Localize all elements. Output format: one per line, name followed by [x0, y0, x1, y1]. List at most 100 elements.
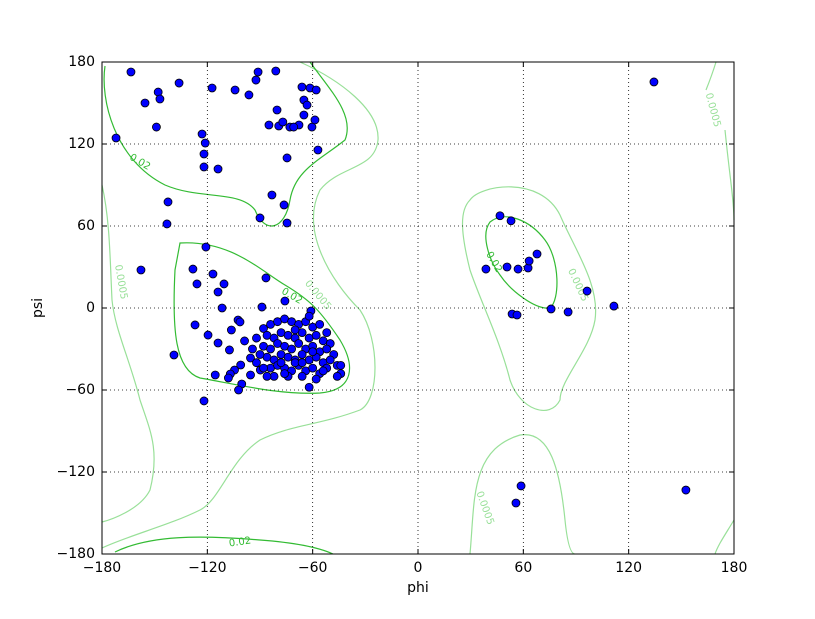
point	[506, 216, 516, 226]
point	[511, 498, 521, 508]
point	[234, 385, 243, 395]
point	[219, 279, 229, 289]
point	[322, 344, 332, 354]
point	[244, 90, 254, 100]
contour-line	[103, 61, 348, 227]
point	[289, 122, 299, 132]
point	[213, 164, 223, 174]
point	[246, 353, 255, 363]
point	[200, 138, 210, 148]
point	[512, 310, 522, 320]
point	[252, 358, 261, 368]
point	[310, 115, 320, 125]
point	[276, 358, 286, 368]
contour-line	[461, 186, 597, 411]
contour-line	[173, 242, 351, 394]
point	[136, 265, 146, 275]
point	[217, 303, 227, 313]
point	[297, 358, 307, 368]
point	[226, 325, 236, 335]
point	[336, 360, 346, 370]
y-axis-label: psi	[30, 298, 46, 318]
point	[481, 264, 491, 274]
point	[253, 67, 263, 77]
point	[563, 307, 573, 317]
y-tick-label: 60	[77, 218, 95, 234]
x-axis-label: phi	[407, 580, 429, 596]
point	[609, 301, 619, 311]
point	[208, 269, 218, 279]
contour-line	[101, 184, 155, 523]
point	[649, 77, 659, 87]
point	[532, 249, 542, 259]
point	[282, 153, 292, 163]
y-tick-label: −120	[57, 464, 95, 480]
point	[240, 336, 249, 346]
point	[299, 110, 309, 120]
point	[246, 370, 255, 380]
y-tick-label: 120	[68, 136, 95, 152]
point	[192, 279, 202, 289]
point	[262, 371, 272, 381]
x-tick-label: 0	[414, 560, 423, 576]
point	[190, 320, 200, 330]
point	[582, 286, 592, 296]
point	[255, 350, 265, 359]
point	[255, 213, 265, 223]
point	[267, 190, 277, 200]
point	[302, 100, 312, 110]
point	[311, 330, 321, 340]
point	[210, 370, 220, 380]
point	[290, 325, 300, 335]
point	[152, 122, 161, 132]
point	[203, 330, 213, 340]
point	[230, 85, 240, 95]
point	[287, 344, 297, 354]
point	[280, 296, 290, 306]
point	[311, 85, 321, 95]
point	[213, 287, 223, 297]
point	[264, 120, 274, 130]
point	[266, 344, 275, 354]
point	[495, 211, 505, 221]
point	[318, 366, 328, 376]
x-tick-label: −60	[298, 560, 328, 576]
point	[126, 67, 136, 77]
point	[155, 94, 165, 104]
point	[223, 373, 233, 383]
point	[163, 197, 173, 207]
point	[207, 83, 217, 93]
contour-line	[114, 536, 334, 555]
point	[169, 350, 179, 360]
point	[325, 355, 335, 365]
point	[140, 98, 150, 108]
point	[199, 162, 209, 172]
x-tick-label: 180	[721, 560, 748, 576]
point	[271, 66, 281, 76]
point	[259, 324, 268, 333]
point	[297, 350, 307, 359]
point	[322, 328, 332, 338]
point	[259, 363, 268, 373]
point	[279, 200, 289, 210]
point	[278, 117, 288, 127]
point	[252, 333, 261, 343]
point	[257, 302, 267, 312]
point	[502, 262, 512, 272]
point	[513, 264, 523, 274]
x-tick-label: −180	[83, 560, 121, 576]
contour-line	[101, 61, 379, 549]
point	[311, 374, 321, 384]
point	[304, 382, 314, 392]
point	[174, 78, 184, 88]
point	[199, 149, 209, 159]
y-tick-label: 180	[68, 54, 95, 70]
point	[261, 273, 271, 283]
point	[197, 129, 207, 139]
point	[297, 371, 307, 381]
point	[235, 317, 245, 327]
point	[681, 485, 691, 495]
contour-line	[469, 434, 576, 555]
x-tick-label: 120	[615, 560, 642, 576]
